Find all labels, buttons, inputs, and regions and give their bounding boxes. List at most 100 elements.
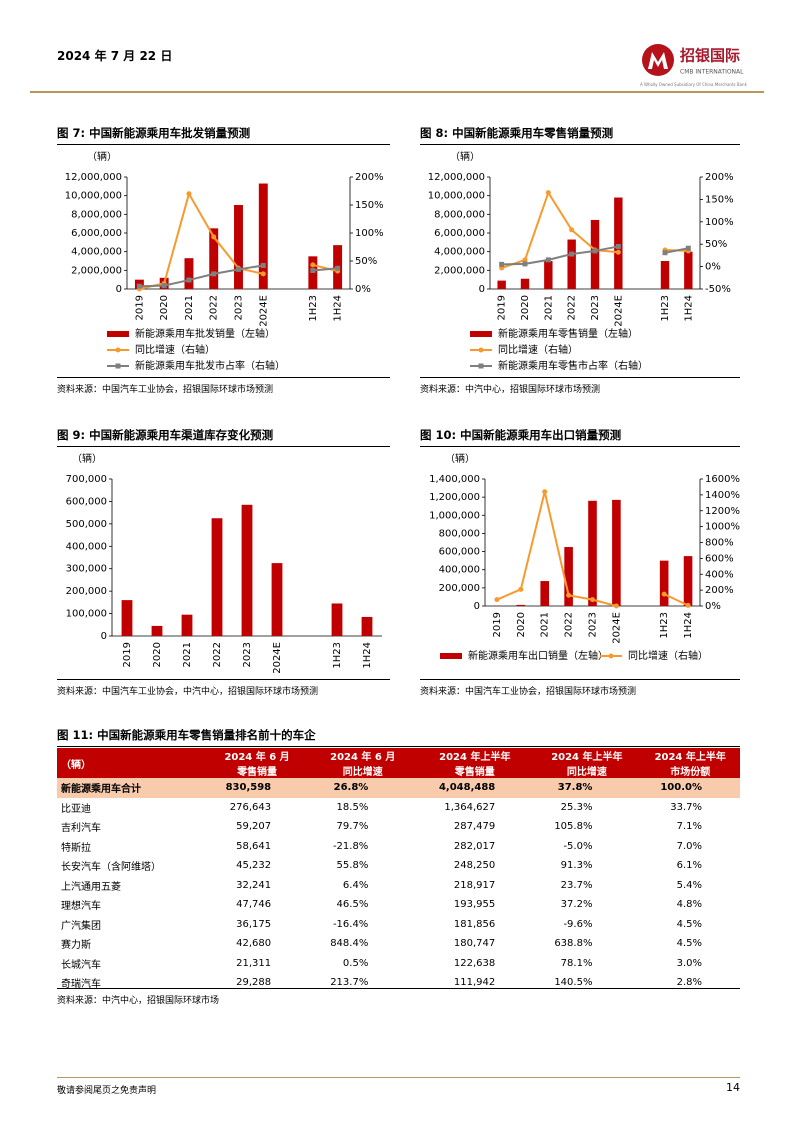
legend-swatch [440, 653, 462, 659]
x-tick-label: 1H24 [683, 612, 694, 639]
point [569, 227, 575, 233]
table-cell: 78.1% [560, 957, 593, 969]
header-text: 零售销量 [237, 767, 278, 778]
y-tick-label: 6,000,000 [71, 228, 122, 239]
header-cell: 2024 年上半年 同比增速 [533, 748, 641, 778]
point [661, 591, 667, 597]
x-tick-label: 2019 [122, 642, 133, 667]
point [592, 248, 598, 254]
table-cell: 7.1% [676, 821, 702, 833]
line-series [139, 264, 338, 288]
point [186, 191, 192, 197]
y2-tick-label: 200% [705, 585, 734, 596]
header-text: （辆） [61, 759, 91, 771]
table-cell: 长安汽车（含阿维塔） [61, 862, 161, 874]
x-tick-label: 2021 [182, 642, 193, 667]
x-tick-label: 2023 [588, 612, 599, 637]
bar [544, 261, 553, 289]
y2-tick-label: 200% [705, 172, 734, 183]
y-tick-label: 600,000 [439, 547, 480, 558]
table-cell: 36,175 [236, 918, 272, 930]
y-tick-label: 1,200,000 [429, 492, 480, 503]
header-text: 同比增速 [566, 767, 607, 778]
figure-title: 图 7: 中国新能源乘用车批发销量预测 [57, 125, 390, 145]
footer-rule [57, 1077, 740, 1078]
table-title: 图 11: 中国新能源乘用车零售销量排名前十的车企 [57, 727, 740, 747]
bar [234, 205, 243, 289]
header-text: 零售销量 [454, 767, 495, 778]
line-series [501, 245, 689, 266]
bar [121, 600, 133, 636]
x-tick-label: 2024E [611, 612, 622, 644]
point [136, 283, 142, 289]
legend-label: 新能源乘用车零售销量（左轴） [498, 327, 638, 340]
bar [151, 625, 163, 636]
table-cell: 37.2% [560, 899, 593, 911]
logo: 招银国际 CMB INTERNATIONAL A Wholly Owned Su… [640, 44, 748, 87]
y2-tick-label: 0% [705, 262, 721, 273]
point [260, 262, 266, 268]
y2-tick-label: 1600% [705, 474, 740, 485]
table-cell: 79.7% [336, 821, 369, 833]
table-cell: 180,747 [453, 938, 496, 950]
y2-tick-label: 50% [355, 256, 377, 267]
y2-tick-label: 100% [355, 228, 384, 239]
y-tick-label: 800,000 [439, 528, 480, 539]
table-cell: 122,638 [453, 957, 496, 969]
bar [361, 616, 373, 636]
table-cell: 45,232 [236, 860, 272, 872]
bar [612, 499, 621, 606]
table-cell: -5.0% [563, 840, 593, 852]
table-cell: 6.4% [342, 879, 369, 891]
y-label: （辆） [450, 150, 480, 163]
legend-label: 新能源乘用车出口销量（左轴） [468, 649, 608, 662]
x-tick-label: 1H24 [683, 295, 694, 322]
table-row: 广汽集团 36,175 -16.4% 181,856 -9.6% 4.5% [57, 915, 740, 935]
x-tick-label: 2024E [613, 295, 624, 327]
table-cell: 21,311 [236, 957, 272, 969]
header-text: 2024 年 6 月 [330, 752, 396, 763]
y2-tick-label: 200% [355, 172, 384, 183]
point [260, 271, 266, 277]
figure-source: 资料来源：中国汽车工业协会，中汽中心，招银国际环球市场预测 [57, 679, 390, 697]
table-cell: 25.3% [560, 801, 593, 813]
y-tick-label: 0 [101, 631, 107, 642]
point [522, 261, 528, 267]
table-cell: 100.0% [660, 782, 702, 794]
y-tick-label: 10,000,000 [65, 191, 122, 202]
date: 2024 年 7 月 22 日 [57, 49, 173, 63]
table-cell: 58,641 [236, 840, 272, 852]
y2-tick-label: 1400% [705, 490, 740, 501]
table-cell: 吉利汽车 [61, 823, 101, 835]
bar [659, 560, 669, 606]
x-tick-label: 2020 [159, 295, 170, 320]
table-cell: 46.5% [336, 899, 369, 911]
x-tick-label: 2022 [209, 295, 220, 320]
y2-tick-label: 50% [705, 239, 727, 250]
bar [271, 563, 283, 636]
table-cell: 4.8% [676, 899, 702, 911]
table-cell: 奇瑞汽车 [61, 979, 101, 991]
page-number: 14 [726, 1081, 740, 1094]
y-tick-label: 4,000,000 [434, 247, 485, 258]
y2-tick-label: 150% [355, 200, 384, 211]
legend-label: 新能源乘用车批发市占率（右轴） [135, 359, 285, 372]
line-series [496, 491, 689, 607]
y-tick-label: 1,000,000 [429, 510, 480, 521]
table-row: 比亚迪 276,643 18.5% 1,364,627 25.3% 33.7% [57, 798, 740, 818]
y-tick-label: 200,000 [439, 583, 480, 594]
figure-title: 图 10: 中国新能源乘用车出口销量预测 [420, 427, 740, 447]
table-cell: 276,643 [229, 801, 272, 813]
y2-tick-label: 1200% [705, 506, 740, 517]
x-tick-label: 2022 [567, 295, 578, 320]
header-cell: （辆） [57, 748, 205, 778]
legend-swatch [115, 347, 121, 353]
table-cell: 181,856 [453, 918, 496, 930]
point [662, 250, 668, 256]
point [211, 234, 217, 240]
table-cell: 0.5% [342, 957, 369, 969]
table-cell: 91.3% [560, 860, 593, 872]
chart: （辆） 0 100,000 200,000 300,000 400,000 500,000 6… [66, 452, 382, 674]
legend-swatch [478, 363, 484, 369]
legend-swatch [115, 363, 121, 369]
